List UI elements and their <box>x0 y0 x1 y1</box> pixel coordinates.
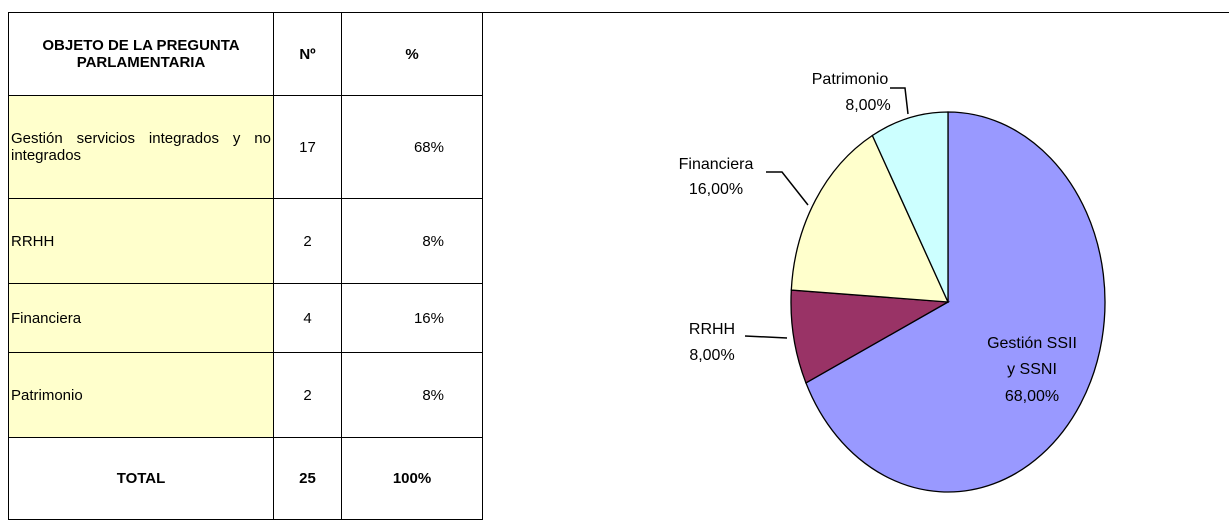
leader-line <box>766 171 809 206</box>
pie-slice <box>790 289 951 384</box>
category-label: Gestión SSII y SSNI <box>987 335 1077 378</box>
cell: 8% <box>341 198 483 284</box>
row: Patrimonio 2 8% <box>8 352 483 438</box>
value-label: 8,00% <box>845 97 890 114</box>
value-label: 8,00% <box>689 347 734 364</box>
header-cell: Nº <box>273 12 342 96</box>
header-cell: OBJETO DE LA PREGUNTA PARLAMENTARIA <box>8 12 274 96</box>
cell: 8% <box>341 352 483 438</box>
leader-line <box>890 87 909 115</box>
table: OBJETO DE LA PREGUNTA PARLAMENTARIA Nº %… <box>8 12 483 520</box>
row: Financiera 4 16% <box>8 283 483 353</box>
category-label: Financiera <box>679 156 754 173</box>
cell: TOTAL <box>8 437 274 520</box>
pie-slice <box>805 111 1106 493</box>
header-row: OBJETO DE LA PREGUNTA PARLAMENTARIA Nº % <box>8 12 483 96</box>
total-row: TOTAL 25 100% <box>8 437 483 520</box>
cell: RRHH <box>8 198 274 284</box>
cell: 17 <box>273 95 342 199</box>
cell: Patrimonio <box>8 352 274 438</box>
cell: Financiera <box>8 283 274 353</box>
rule <box>8 12 1229 13</box>
category-label: Patrimonio <box>812 71 889 88</box>
row: RRHH 2 8% <box>8 198 483 284</box>
cell: 68% <box>341 95 483 199</box>
leader-line <box>744 335 788 339</box>
value-label: 68,00% <box>1005 388 1059 405</box>
cell: Gestión servicios integrados y no integr… <box>8 95 274 199</box>
value-label: 16,00% <box>689 181 743 198</box>
cell: 4 <box>273 283 342 353</box>
pie-slice <box>790 134 950 303</box>
pie-slice <box>871 111 949 303</box>
cell: 100% <box>341 437 483 520</box>
row: Gestión servicios integrados y no integr… <box>8 95 483 199</box>
category-label: RRHH <box>689 321 735 338</box>
slice-label: Gestión SSII y SSNI <box>987 335 1077 378</box>
